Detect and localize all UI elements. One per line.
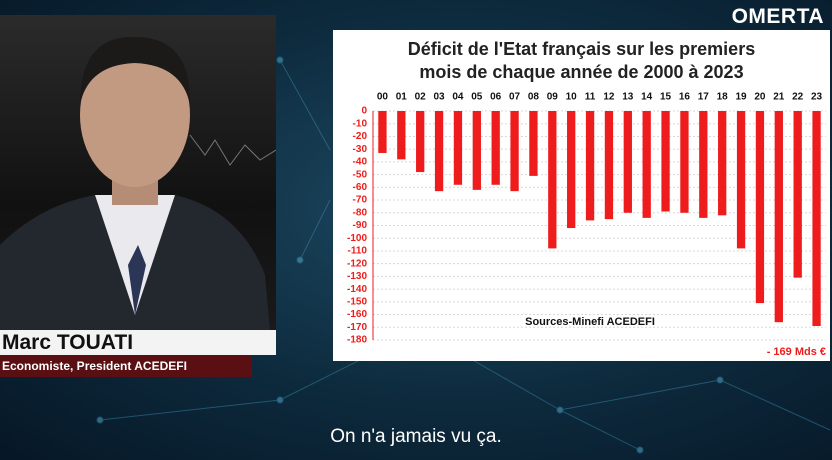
bar (604, 111, 614, 220)
y-tick-label: -40 (353, 157, 368, 168)
y-tick-label: 0 (361, 106, 367, 117)
bar (434, 111, 444, 192)
x-tick-label: 19 (736, 92, 748, 103)
bar (491, 111, 500, 185)
chart-title: Déficit de l'Etat français sur les premi… (407, 39, 756, 82)
x-tick-label: 22 (792, 92, 804, 103)
y-tick-label: -60 (353, 182, 368, 193)
x-tick-label: 17 (698, 92, 710, 103)
speaker-photo (0, 15, 276, 331)
bar (397, 111, 406, 160)
y-tick-label: -150 (347, 296, 367, 307)
y-tick-label: -160 (347, 309, 367, 320)
bar (642, 111, 651, 218)
bar (472, 111, 481, 190)
bar (378, 111, 387, 153)
x-tick-label: 03 (434, 92, 446, 103)
x-tick-label: 21 (773, 92, 785, 103)
y-tick-label: -110 (348, 246, 368, 257)
bar (680, 111, 689, 213)
bar (623, 111, 632, 213)
bar (585, 111, 595, 221)
chart-panel (333, 30, 830, 361)
y-tick-label: -50 (353, 169, 368, 180)
x-tick-label: 16 (679, 92, 691, 103)
x-tick-label: 00 (377, 92, 389, 103)
bar (755, 111, 765, 304)
bar (453, 111, 463, 185)
y-tick-label: -170 (347, 322, 367, 333)
speaker-figure (0, 36, 276, 331)
y-tick-label: -90 (353, 220, 368, 231)
x-tick-label: 08 (528, 92, 540, 103)
y-tick-label: -140 (347, 284, 367, 295)
speaker-role: Economiste, President ACEDEFI (0, 355, 252, 377)
bar (774, 111, 783, 323)
bar (529, 111, 538, 176)
y-tick-label: -30 (353, 144, 368, 155)
y-tick-label: -70 (353, 195, 368, 206)
speaker-name: Marc TOUATI (0, 330, 276, 355)
x-tick-label: 04 (452, 92, 464, 103)
bar (699, 111, 708, 218)
x-tick-label: 15 (660, 92, 672, 103)
caption: On n'a jamais vu ça. (330, 426, 502, 447)
source-note: Sources-Minefi ACEDEFI (525, 316, 655, 328)
bar (793, 111, 802, 278)
bar (812, 111, 821, 327)
y-tick-label: -120 (347, 258, 367, 269)
x-tick-label: 09 (547, 92, 559, 103)
bar (718, 111, 727, 216)
x-tick-label: 06 (490, 92, 502, 103)
y-tick-label: -100 (347, 233, 367, 244)
y-tick-label: -180 (347, 335, 367, 346)
x-tick-label: 05 (471, 92, 483, 103)
y-tick-label: -80 (353, 207, 368, 218)
y-tick-label: -130 (347, 271, 367, 282)
bar (416, 111, 425, 173)
bar (567, 111, 576, 229)
x-tick-label: 14 (641, 92, 653, 103)
x-tick-label: 01 (396, 92, 408, 103)
bar (548, 111, 557, 249)
value-annotation: - 169 Mds € (767, 346, 826, 358)
y-tick-label: -20 (353, 131, 368, 142)
x-tick-label: 11 (585, 92, 596, 103)
y-tick-label: -10 (353, 118, 368, 129)
x-tick-label: 20 (754, 92, 766, 103)
x-tick-label: 23 (811, 92, 823, 103)
x-tick-label: 13 (622, 92, 634, 103)
x-tick-label: 10 (566, 92, 578, 103)
channel-logo: OMERTA (731, 5, 824, 28)
x-tick-label: 07 (509, 92, 521, 103)
x-tick-label: 12 (603, 92, 615, 103)
x-tick-label: 02 (415, 92, 427, 103)
bar (736, 111, 746, 249)
bar (510, 111, 519, 192)
bar (661, 111, 670, 212)
x-tick-label: 18 (717, 92, 729, 103)
